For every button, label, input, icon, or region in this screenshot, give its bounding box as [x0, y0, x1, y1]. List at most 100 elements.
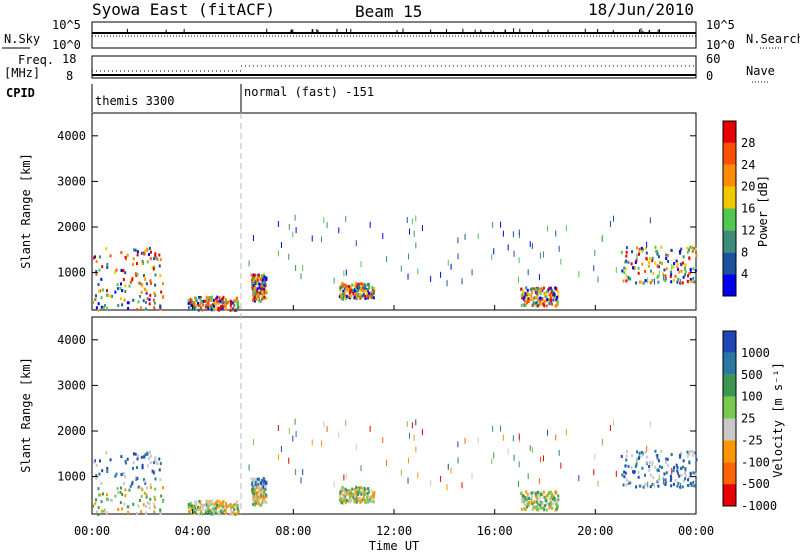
velocity-cell	[159, 511, 162, 515]
cpid-label: CPID	[6, 86, 35, 100]
velocity-cell	[364, 500, 367, 504]
velocity-cell	[369, 499, 372, 503]
power-cell	[207, 298, 210, 302]
power-cell	[262, 287, 265, 291]
power-cell	[262, 293, 265, 297]
power-cell	[647, 277, 649, 284]
velocity-cell	[693, 451, 696, 455]
velocity-cell	[656, 468, 659, 472]
velocity-cell	[548, 497, 551, 501]
velocity-cell	[141, 466, 144, 470]
power-cell	[116, 287, 119, 291]
power-cell	[372, 296, 375, 300]
power-cell	[366, 292, 369, 296]
velocity-cell	[153, 469, 156, 473]
power-cell	[216, 299, 219, 303]
velocity-cell	[358, 496, 361, 500]
power-cell	[252, 235, 254, 242]
power-cell	[683, 268, 686, 272]
power-cell	[353, 284, 356, 288]
power-cell	[101, 265, 104, 269]
power-cell	[682, 255, 685, 259]
power-cell	[539, 289, 542, 293]
power-cell	[623, 266, 626, 270]
power-cell	[235, 299, 238, 303]
power-cell	[252, 275, 255, 279]
velocity-cell	[100, 481, 103, 485]
velocity-cell	[145, 486, 148, 490]
power-cell	[651, 256, 654, 260]
power-cell	[194, 296, 197, 300]
velocity-cell	[153, 505, 156, 509]
velocity-cell	[538, 478, 540, 485]
velocity-cell	[105, 511, 108, 515]
velocity-cell	[162, 486, 165, 490]
power-cell	[657, 274, 660, 278]
power-panel-frame	[91, 112, 697, 311]
velocity-cell	[548, 490, 551, 494]
velocity-cell	[546, 502, 549, 506]
power-cell	[540, 287, 543, 291]
power-cell	[578, 271, 580, 278]
power-cell	[694, 247, 697, 251]
power-cell	[142, 299, 145, 303]
power-cell	[657, 280, 660, 284]
power-ylabel: Slant Range [km]	[19, 153, 33, 269]
power-cell	[654, 261, 657, 265]
velocity-cell	[193, 510, 196, 514]
velocity-cell	[214, 506, 217, 510]
velocity-cell	[518, 461, 520, 468]
velocity-cell	[212, 512, 215, 516]
power-cell	[353, 296, 356, 300]
velocity-cell	[221, 510, 224, 514]
velocity-cell	[149, 461, 152, 465]
power-cell	[119, 297, 122, 301]
velocity-cell	[124, 461, 127, 465]
power-cell	[672, 278, 675, 282]
power-cell	[340, 285, 343, 289]
velocity-cell	[254, 501, 257, 505]
velocity-cell	[597, 480, 599, 487]
power-cell	[450, 263, 452, 270]
velocity-cell	[152, 461, 155, 465]
power-cell	[105, 247, 108, 251]
power-cell	[625, 279, 628, 283]
velocity-cell	[224, 506, 227, 510]
velocity-cell	[255, 495, 258, 499]
velocity-cell	[539, 493, 542, 497]
power-cell	[543, 304, 546, 308]
power-cell	[530, 296, 533, 300]
power-colorbar-tick: 20	[741, 180, 755, 194]
velocity-cell	[371, 490, 374, 494]
power-cell	[677, 277, 680, 281]
power-cell	[320, 236, 322, 243]
power-cell	[549, 295, 552, 299]
velocity-cell	[651, 463, 654, 467]
power-cell	[141, 262, 144, 266]
velocity-cell	[635, 462, 638, 466]
power-cell	[340, 297, 343, 301]
velocity-cell	[522, 494, 525, 498]
power-cell	[680, 279, 682, 286]
power-cell	[143, 287, 146, 291]
velocity-cell	[198, 508, 201, 512]
power-cell	[255, 282, 258, 286]
power-cell	[637, 252, 640, 256]
velocity-cell	[152, 471, 155, 475]
velocity-cell	[692, 471, 695, 475]
power-cell	[676, 261, 679, 265]
velocity-cell	[658, 465, 661, 469]
velocity-cell	[222, 499, 225, 503]
velocity-cell	[215, 501, 218, 505]
nsky-trace	[91, 28, 696, 37]
power-cell	[354, 287, 357, 291]
velocity-cell	[676, 465, 679, 469]
power-cell	[159, 304, 162, 308]
velocity-cell	[625, 454, 628, 458]
power-cell	[676, 280, 679, 284]
power-cell	[646, 241, 648, 248]
power-colorbar-tick: 8	[741, 245, 748, 259]
power-cell	[255, 287, 258, 291]
power-cell	[149, 257, 152, 261]
velocity-cell	[143, 480, 146, 484]
